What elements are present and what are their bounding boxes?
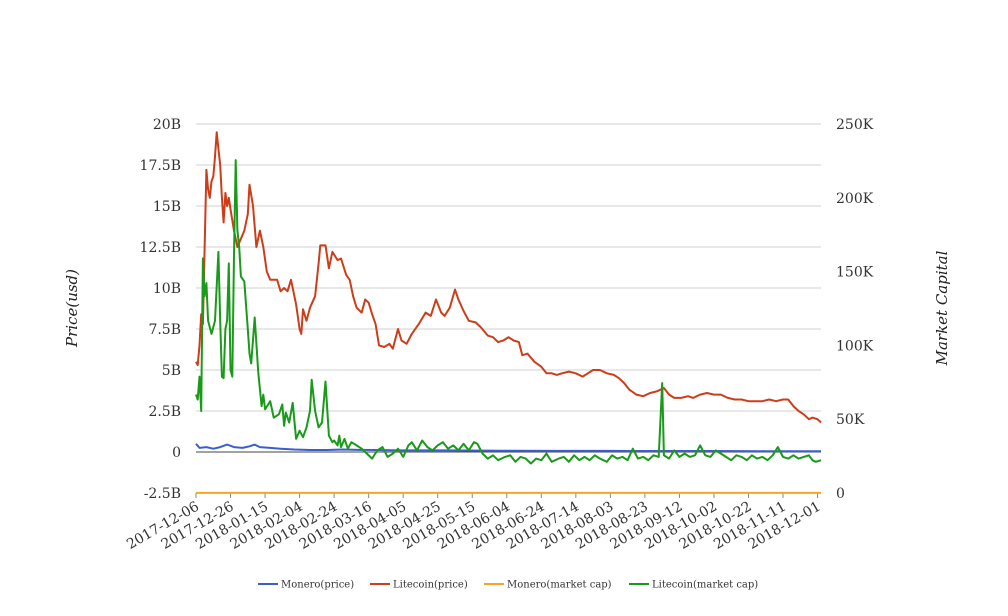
y-left-tick-label: 0	[172, 445, 181, 461]
y-left-tick-label: 15B	[153, 199, 181, 215]
y-right-tick-label: 100K	[836, 338, 874, 354]
y-left-axis-title: Price(usd)	[63, 269, 81, 348]
y-right-tick-label: 150K	[836, 265, 874, 281]
series-line-litecoin-price	[195, 131, 822, 424]
y-left-tick-label: -2.5B	[144, 486, 181, 502]
y-left-tick-label: 10B	[153, 281, 181, 297]
y-right-axis-title: Market Capital	[933, 250, 951, 366]
y-left-tick-label: 20B	[153, 117, 181, 133]
legend-label: Litecoin(market cap)	[652, 580, 758, 591]
y-right-tick-label: 50K	[836, 412, 865, 428]
series-lines	[195, 131, 822, 494]
series-line-monero-price	[195, 443, 822, 453]
legend-item: Monero(price)	[258, 580, 354, 591]
y-left-tick-label: 7.5B	[148, 322, 181, 338]
legend-label: Monero(price)	[281, 580, 354, 591]
y-right-tick-label: 250K	[836, 117, 874, 133]
grid	[196, 123, 821, 494]
y-right-tick-label: 0	[836, 486, 845, 502]
legend-label: Litecoin(price)	[393, 580, 468, 591]
right-axis-ticks: 0 50K 100K 150K 200K 250K	[836, 117, 874, 502]
legend: Monero(price) Litecoin(price) Monero(marke…	[258, 580, 758, 591]
legend-label: Monero(market cap)	[507, 580, 612, 591]
legend-item: Litecoin(price)	[370, 580, 468, 591]
legend-item: Monero(market cap)	[484, 580, 612, 591]
series-line-litecoin-market-cap	[195, 159, 822, 465]
y-left-tick-label: 12.5B	[140, 240, 181, 256]
y-right-tick-label: 200K	[836, 191, 874, 207]
y-left-tick-label: 5B	[162, 363, 181, 379]
y-left-tick-label: 17.5B	[140, 158, 181, 174]
x-axis-ticks: 2017-12-062017-12-262018-01-152018-02-04…	[124, 493, 824, 553]
left-axis-ticks: -2.5B 0 2.5B 5B 7.5B 10B 12.5B 15B 17.5B 20B	[140, 117, 181, 502]
y-left-tick-label: 2.5B	[148, 404, 181, 420]
legend-item: Litecoin(market cap)	[629, 580, 758, 591]
